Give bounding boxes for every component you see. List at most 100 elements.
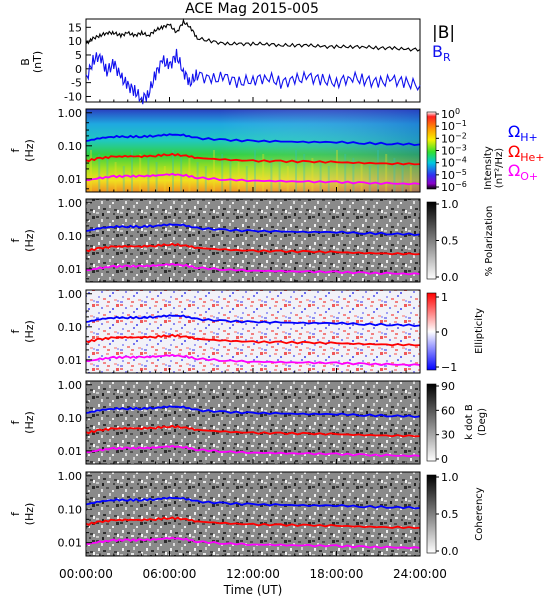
legend-h: ΩH+	[508, 122, 538, 144]
panel-coherency: 1.0 0.5 0.0 Coherency	[85, 471, 485, 558]
gyro-legend: ΩH+ ΩHe+ ΩO+	[508, 122, 545, 183]
b-ytick-label: 10	[68, 35, 82, 48]
colorbar-tick-label: 10−6	[441, 180, 467, 194]
series-line-o-plus	[85, 353, 421, 367]
freq-ylabel-hz: (Hz)	[23, 411, 36, 434]
kdotb-spectrogram	[86, 381, 420, 464]
freq-ytick-label: 0.10	[58, 230, 83, 243]
polarization-colorbar-ticks: 1.0 0.5 0.0	[436, 198, 459, 284]
gyro-lines-kdotb	[85, 405, 421, 458]
x-tick-label: 00:00:00	[59, 567, 113, 581]
intensity-streak	[278, 162, 281, 192]
legend-he-sub: He+	[520, 151, 544, 164]
b-ytick-label: -10	[64, 90, 82, 103]
intensity-streak	[163, 166, 166, 192]
polarization-colorbar	[426, 201, 437, 280]
intensity-colorbar	[426, 111, 437, 190]
intensity-streak	[221, 154, 224, 192]
freq-ytick-label: 1.00	[58, 379, 83, 392]
legend-he-main: Ω	[508, 142, 520, 161]
intensity-streak	[229, 158, 232, 192]
intensity-streak	[188, 158, 191, 192]
legend-h-main: Ω	[508, 122, 520, 141]
colorbar-tick-label: 1	[441, 291, 448, 304]
intensity-streak	[393, 158, 396, 192]
intensity-streak	[344, 154, 347, 192]
legend-o-main: Ω	[508, 161, 520, 180]
series-line-h-plus	[85, 405, 421, 419]
kdotb-colorbar-ticks: 90 60 30 0	[436, 380, 455, 466]
intensity-spectrogram-fade	[86, 109, 420, 192]
intensity-streak	[122, 166, 125, 192]
freq-ytick-label: 0.10	[58, 140, 83, 153]
colorbar-tick-exponent: −5	[455, 168, 467, 177]
freq-ylabel-hz: (Hz)	[23, 229, 36, 252]
series-line-he-plus	[85, 152, 421, 166]
coherency-colorbar	[426, 474, 437, 554]
freq-ytick-label: 0.01	[58, 445, 83, 458]
panel-b-frame	[85, 18, 421, 103]
intensity-streak	[237, 162, 240, 192]
intensity-streak	[262, 154, 265, 192]
ellipticity-colorbar	[426, 292, 437, 371]
x-axis: 00:00:00 06:00:00 12:00:00 18:00:00 24:00:00	[59, 97, 447, 581]
gyro-lines-coherency	[85, 496, 421, 550]
b-ytick-label: 0	[75, 63, 82, 76]
legend-he: ΩHe+	[508, 142, 545, 164]
intensity-streak	[90, 150, 92, 192]
freq-ytick-label: 0.01	[58, 354, 83, 367]
colorbar-tick-label: 0.5	[441, 508, 459, 521]
panel-ellipticity: 1 0 −1 Ellipticity	[85, 289, 485, 374]
intensity-streak	[286, 166, 289, 192]
coherency-label: Coherency	[474, 487, 485, 540]
b-ylabel-2: (nT)	[31, 51, 44, 73]
intensity-streak	[311, 158, 314, 192]
colorbar-tick-label: 1.0	[441, 198, 459, 211]
ellipticity-label: Ellipticity	[474, 308, 485, 354]
frequency-axes: 1.000.100.01f (Hz)1.000.100.01f (Hz)1.000.…	[9, 107, 92, 554]
intensity-label-2: (nT²/Hz)	[494, 148, 505, 188]
polarization-spectrogram	[86, 199, 420, 282]
colorbar-tick-label: 0	[441, 326, 448, 339]
ellipticity-colorbar-ticks: 1 0 −1	[436, 291, 457, 374]
intensity-streak	[131, 150, 133, 192]
ellipticity-spectrogram	[86, 290, 420, 373]
colorbar-tick-exponent: −4	[455, 156, 467, 165]
intensity-streak	[360, 162, 363, 192]
freq-ytick-label: 1.00	[58, 197, 83, 210]
freq-ytick-label: 1.00	[58, 107, 83, 120]
freq-ylabel-f: f	[9, 511, 22, 516]
intensity-streak	[377, 150, 379, 192]
freq-ylabel-f: f	[9, 419, 22, 424]
freq-ytick-label: 0.10	[58, 321, 83, 334]
intensity-streak	[303, 154, 306, 192]
legend-o: ΩO+	[508, 161, 538, 183]
colorbar-tick-exponent: −1	[455, 119, 467, 128]
freq-ytick-label: 0.01	[58, 537, 83, 550]
series-line-o-plus	[85, 536, 421, 550]
coherency-colorbar-ticks: 1.0 0.5 0.0	[436, 471, 459, 558]
polarization-label: % Polarization	[484, 206, 495, 277]
series-line-h-plus	[85, 496, 421, 510]
intensity-streak	[139, 154, 142, 192]
freq-ylabel-f: f	[9, 237, 22, 242]
kdotb-label-2: (Deg)	[477, 408, 488, 436]
series-line-he-plus	[85, 242, 421, 256]
intensity-streak	[295, 150, 297, 192]
b-ytick-label: 15	[68, 21, 82, 34]
series-line-br	[85, 48, 421, 105]
x-tick-label: 06:00:00	[143, 567, 197, 581]
legend-bmag: |B|	[432, 23, 455, 43]
intensity-label-1: Intensity	[483, 146, 494, 190]
freq-ytick-label: 1.00	[58, 470, 83, 483]
intensity-streak	[155, 162, 158, 192]
series-line-he-plus	[85, 516, 421, 530]
intensity-streak	[98, 154, 101, 192]
intensity-streak	[245, 166, 248, 192]
legend-o-sub: O+	[520, 170, 538, 183]
legend-br-sub: R	[443, 51, 451, 64]
